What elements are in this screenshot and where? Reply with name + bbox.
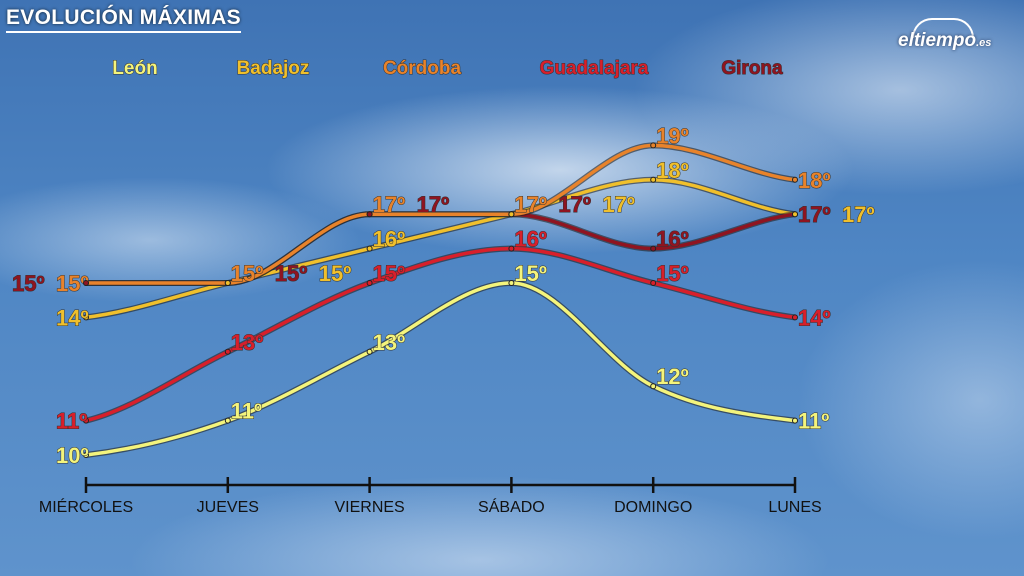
data-point <box>650 280 657 286</box>
data-point <box>224 280 231 286</box>
data-point <box>83 452 89 458</box>
x-tick-label: DOMINGO <box>614 499 692 516</box>
data-label: 15º <box>275 261 308 286</box>
data-point <box>650 245 657 252</box>
legend-item: Guadalajara <box>540 58 649 79</box>
data-point <box>650 142 657 149</box>
data-point <box>508 245 515 252</box>
x-tick-label: JUEVES <box>197 499 259 516</box>
logo-suffix: .es <box>976 37 992 49</box>
data-label: 15º <box>373 261 406 286</box>
data-label: 15º <box>319 261 352 286</box>
chart-title: EVOLUCIÓN MÁXIMAS <box>6 6 241 33</box>
data-label: 17º <box>373 192 406 217</box>
x-tick-label: MIÉRCOLES <box>39 497 133 516</box>
series-león <box>85 279 796 458</box>
data-label: 17º <box>842 202 875 227</box>
data-label: 15º <box>514 261 547 286</box>
data-label: 18º <box>798 168 831 193</box>
data-label: 16º <box>514 227 547 252</box>
series-line <box>85 281 796 457</box>
data-label: 13º <box>231 330 264 355</box>
x-tick-label: LUNES <box>768 499 821 516</box>
series-line <box>85 178 796 320</box>
data-point <box>366 245 373 252</box>
data-label: 17º <box>602 192 635 217</box>
data-point <box>83 314 89 321</box>
legend-item: Girona <box>721 58 783 79</box>
data-point <box>508 280 515 286</box>
data-label: 10º <box>56 443 89 468</box>
logo: eltiempo.es <box>898 30 991 52</box>
series-guadalajara <box>85 245 796 424</box>
data-label: 17º <box>417 192 450 217</box>
data-label: 18º <box>656 158 689 183</box>
legend-item: Badajoz <box>237 58 310 79</box>
data-label: 13º <box>373 330 406 355</box>
data-point <box>366 211 373 218</box>
series-córdoba <box>85 142 796 287</box>
data-label: 14º <box>798 305 831 330</box>
data-label: 16º <box>373 227 406 252</box>
data-label: 15º <box>231 261 264 286</box>
data-point <box>792 314 798 321</box>
data-point <box>83 280 89 286</box>
data-label: 17º <box>798 202 831 227</box>
data-point <box>792 417 798 424</box>
data-point <box>508 211 515 218</box>
data-point <box>792 211 798 218</box>
data-label: 15º <box>12 271 45 296</box>
data-label: 11º <box>798 409 829 434</box>
data-label: 11º <box>231 399 262 424</box>
x-tick-label: VIERNES <box>334 499 404 516</box>
data-label: 16º <box>656 227 689 252</box>
data-point <box>650 176 657 183</box>
legend-item: León <box>112 58 157 79</box>
series-line <box>85 246 796 423</box>
data-point <box>366 348 373 355</box>
series-line <box>85 143 796 285</box>
data-label: 17º <box>514 192 547 217</box>
data-label: 17º <box>558 192 591 217</box>
data-label: 19º <box>656 123 689 148</box>
logo-text: eltiempo <box>898 30 977 51</box>
data-label: 12º <box>656 364 689 389</box>
x-tick-label: SÁBADO <box>478 497 545 516</box>
data-point <box>83 417 89 424</box>
data-point <box>224 348 231 355</box>
legend-item: Córdoba <box>383 58 462 79</box>
data-point <box>366 280 373 286</box>
data-point <box>792 176 798 183</box>
data-point <box>224 417 231 424</box>
data-label: 14º <box>56 305 89 330</box>
data-label: 11º <box>56 409 87 434</box>
series-badajoz <box>85 176 796 321</box>
data-point <box>650 383 657 390</box>
data-label: 15º <box>656 261 689 286</box>
